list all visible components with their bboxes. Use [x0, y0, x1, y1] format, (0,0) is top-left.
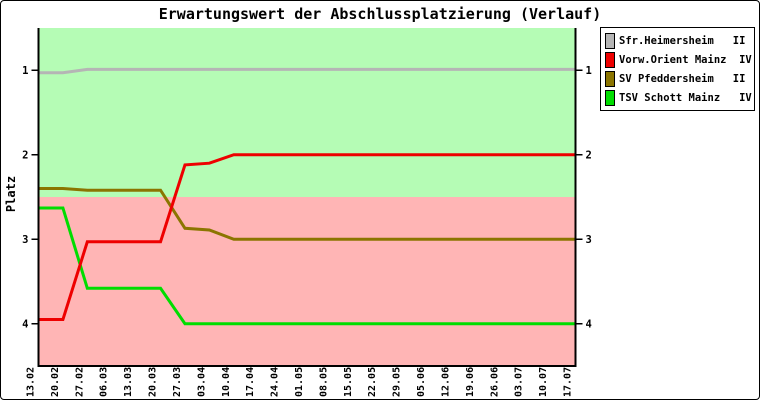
series-line-sfr-heimersheim [38, 67, 576, 75]
x-tick-label: 17.07 [563, 367, 574, 397]
chart-title: Erwartungswert der Abschlussplatzierung … [158, 5, 602, 23]
legend-item-sv-pfeddersheim: SV Pfeddersheim II [605, 69, 754, 88]
x-tick-label: 13.02 [26, 367, 37, 397]
x-tick-label: 22.05 [367, 367, 378, 397]
legend-label: Vorw.Orient Mainz IV [619, 53, 752, 66]
series-line-tsv-schott-mainz [38, 206, 576, 326]
legend-label: Sfr.Heimersheim II [619, 34, 746, 47]
lower-red-zone [38, 197, 576, 366]
legend-item-vorw-orient-mainz: Vorw.Orient Mainz IV [605, 50, 754, 69]
x-tick-label: 03.07 [514, 367, 525, 397]
x-tick-label: 27.03 [172, 367, 183, 397]
y-tick-label-right: 2 [586, 149, 592, 161]
x-tick-label: 17.04 [245, 367, 256, 397]
y-tick-label-left: 4 [22, 318, 28, 330]
x-tick-label: 19.06 [465, 367, 476, 397]
legend-item-sfr-heimersheim: Sfr.Heimersheim II [605, 31, 754, 50]
x-tick-label: 08.05 [318, 367, 329, 397]
x-tick-label: 15.05 [343, 367, 354, 397]
x-tick-label: 29.05 [392, 367, 403, 397]
legend-swatch [605, 70, 615, 87]
x-tick-label: 03.04 [196, 367, 207, 397]
x-tick-label: 01.05 [294, 367, 305, 397]
legend-swatch [605, 32, 615, 49]
x-tick-label: 10.07 [538, 367, 549, 397]
y-tick-label-right: 3 [586, 234, 592, 246]
series-line-sv-pfeddersheim [38, 187, 576, 241]
legend-swatch [605, 89, 615, 106]
legend: Sfr.Heimersheim II Vorw.Orient Mainz IV SV… [600, 27, 755, 111]
x-tick-label: 05.06 [416, 367, 427, 397]
x-tick-label: 06.03 [99, 367, 110, 397]
legend-label: TSV Schott Mainz IV [619, 91, 752, 104]
x-tick-label: 13.03 [123, 367, 134, 397]
upper-green-zone [38, 28, 576, 197]
y-axis-title: Platz [4, 175, 18, 213]
legend-label: SV Pfeddersheim II [619, 72, 746, 85]
legend-item-tsv-schott-mainz: TSV Schott Mainz IV [605, 88, 754, 107]
x-tick-label: 12.06 [440, 367, 451, 397]
x-tick-label: 27.02 [74, 367, 85, 397]
x-tick-label: 20.03 [148, 367, 159, 397]
x-tick-label: 26.06 [489, 367, 500, 397]
y-tick-label-right: 4 [586, 318, 592, 330]
x-tick-label: 24.04 [270, 367, 281, 397]
legend-swatch [605, 51, 615, 68]
x-tick-label: 10.04 [221, 367, 232, 397]
y-tick-label-left: 2 [22, 149, 28, 161]
y-tick-label-left: 3 [22, 234, 28, 246]
x-tick-label: 20.02 [50, 367, 61, 397]
y-tick-label-left: 1 [22, 65, 28, 77]
series-line-vorw-orient-mainz [38, 153, 576, 322]
y-tick-label-right: 1 [586, 65, 592, 77]
